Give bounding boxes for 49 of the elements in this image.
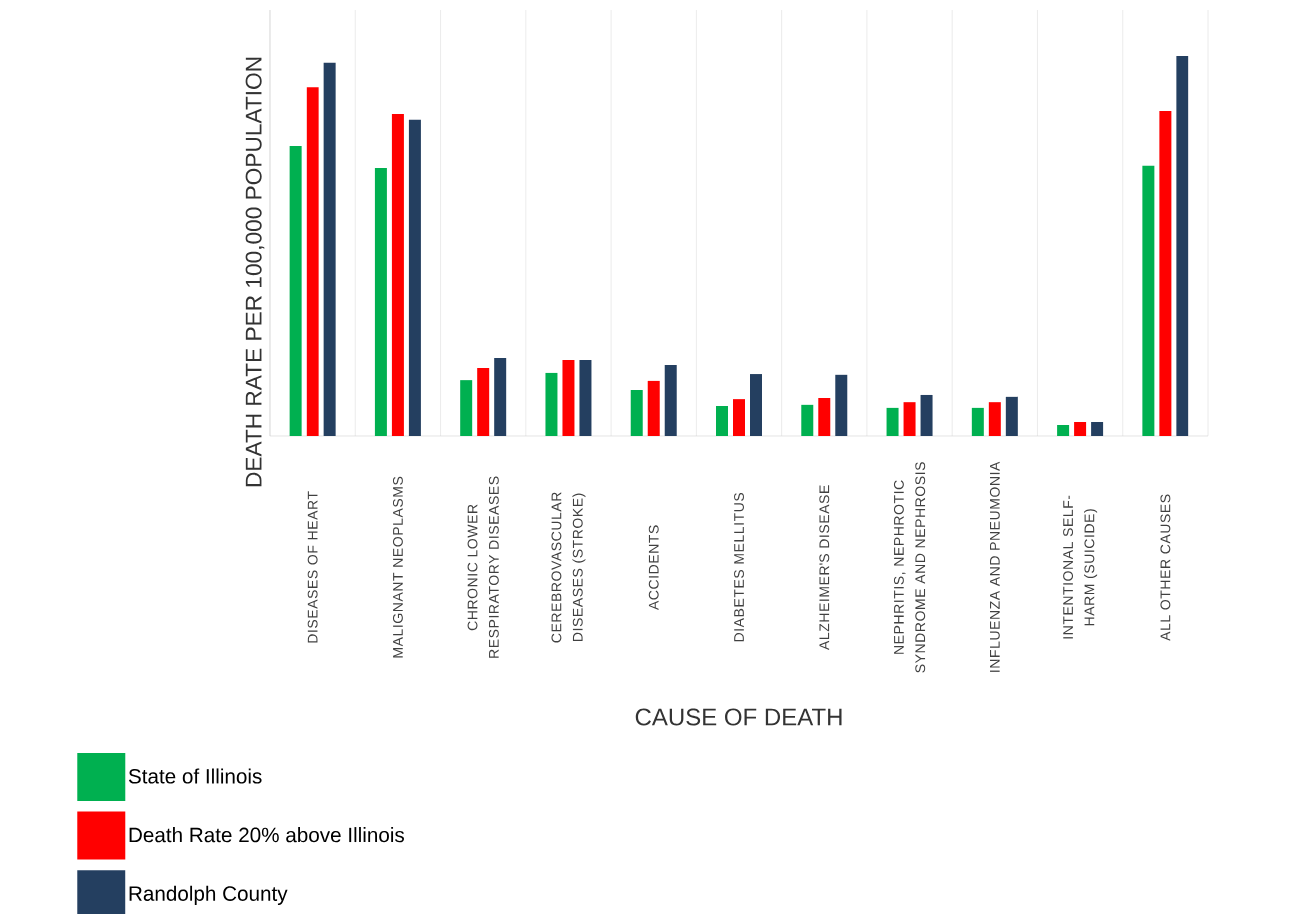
y-axis-title: DEATH RATE PER 100,000 POPULATION bbox=[245, 57, 265, 487]
bar bbox=[835, 374, 848, 436]
bar bbox=[886, 407, 899, 436]
legend-label: State of Illinois bbox=[128, 768, 262, 784]
bar bbox=[920, 394, 933, 436]
x-tick-label: CEREBROVASCULAR DISEASES (STROKE) bbox=[551, 492, 586, 643]
x-tick-label: INFLUENZA AND PNEUMONIA bbox=[989, 461, 1000, 672]
bar bbox=[408, 119, 421, 436]
x-tick-label: DISEASES OF HEART bbox=[307, 491, 318, 643]
bar bbox=[1159, 111, 1172, 436]
bar bbox=[733, 399, 746, 436]
bar bbox=[903, 402, 916, 436]
bar bbox=[1057, 424, 1070, 436]
bar bbox=[1176, 55, 1189, 436]
bar bbox=[988, 402, 1001, 436]
bar bbox=[391, 114, 404, 436]
bar bbox=[477, 367, 490, 436]
legend-label: Death Rate 20% above Illinois bbox=[129, 827, 404, 843]
bar bbox=[494, 358, 507, 436]
bar bbox=[750, 374, 763, 436]
bar bbox=[562, 360, 575, 436]
x-tick-label: MALIGNANT NEOPLASMS bbox=[392, 476, 403, 658]
x-tick-label: NEPHRITIS, NEPHROTIC SYNDROME AND NEPHROSIS bbox=[893, 462, 926, 673]
bar bbox=[545, 372, 558, 436]
x-tick-label: CHRONIC LOWER RESPIRATORY DISEASES bbox=[467, 476, 499, 658]
bar bbox=[647, 380, 660, 436]
bar bbox=[664, 364, 677, 436]
bar bbox=[1091, 421, 1104, 436]
bar bbox=[374, 168, 387, 436]
bar bbox=[1005, 396, 1018, 436]
bar bbox=[289, 146, 302, 436]
bar bbox=[579, 360, 592, 436]
x-tick-label: ALL OTHER CAUSES bbox=[1160, 494, 1171, 641]
bar bbox=[801, 404, 814, 436]
bar bbox=[971, 407, 984, 436]
x-tick-label: DIABETES MELLITUS bbox=[734, 492, 744, 642]
bar bbox=[716, 405, 729, 436]
x-tick-label: ACCIDENTS bbox=[648, 525, 659, 611]
bar bbox=[306, 87, 319, 436]
bar bbox=[460, 380, 473, 436]
legend-label: Randolph County bbox=[129, 885, 288, 906]
x-tick-label: ALZHEIMER'S DISEASE bbox=[819, 485, 830, 651]
bar bbox=[818, 398, 831, 436]
x-axis-title: CAUSE OF DEATH bbox=[635, 708, 842, 726]
bar bbox=[630, 390, 643, 436]
bar bbox=[323, 62, 336, 436]
x-tick-label: INTENTIONAL SELF-HARM (SUICIDE) bbox=[1063, 495, 1098, 639]
bar bbox=[1142, 165, 1155, 436]
bar bbox=[1074, 421, 1087, 436]
